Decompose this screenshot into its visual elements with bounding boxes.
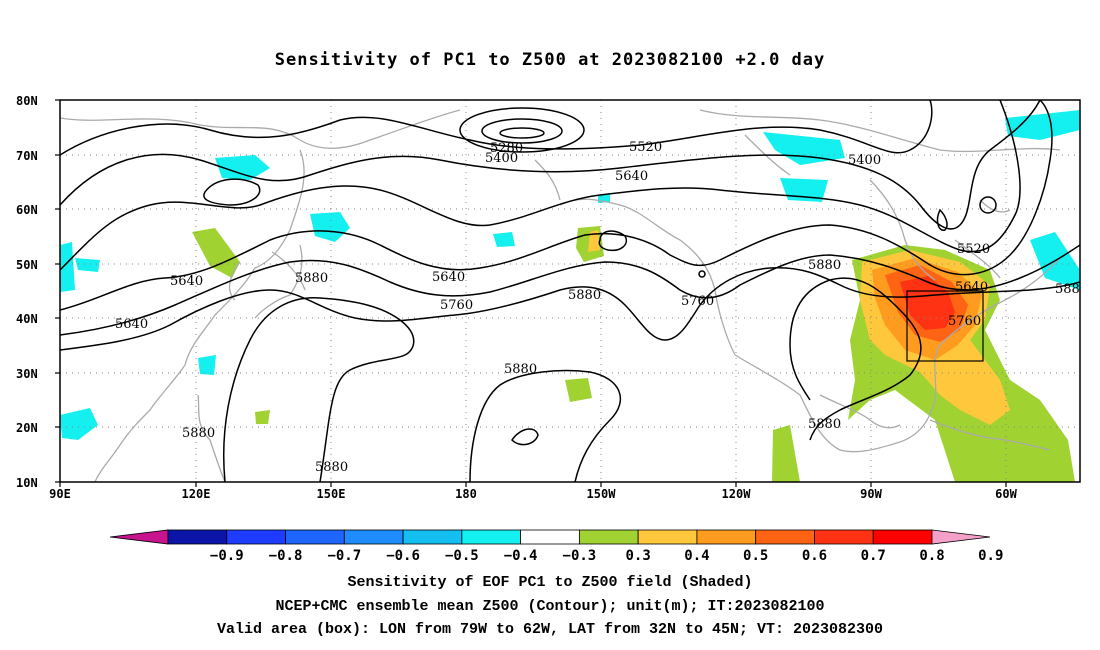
contour-label: 5520 (957, 242, 990, 257)
axis-ticks (55, 99, 1007, 487)
contour-label: 5760 (948, 314, 981, 329)
lon-label: 60W (995, 487, 1017, 501)
colorbar-tick-label: −0.9 (210, 548, 244, 564)
lon-label: 180 (455, 487, 477, 501)
negative-patch (763, 132, 845, 165)
z500-contours (60, 100, 1080, 482)
lon-label: 120W (722, 487, 752, 501)
contour-label: 5760 (440, 298, 473, 313)
lat-label: 30N (16, 367, 38, 381)
negative-patch (198, 355, 216, 375)
contour-label: 5640 (115, 317, 148, 332)
colorbar-swatch (814, 529, 874, 545)
colorbar-tick-label: 0.5 (743, 548, 768, 564)
positive-patch (900, 276, 955, 330)
positive-patch (588, 230, 600, 252)
contour-label: 5880 (182, 426, 215, 441)
positive-patch (772, 425, 800, 482)
colorbar-tick-label: 0.9 (978, 548, 1003, 564)
caption-line-3: Valid area (box): LON from 79W to 62W, L… (216, 621, 884, 638)
map-title: Sensitivity of PC1 to Z500 at 2023082100… (274, 50, 826, 70)
longitude-labels: 90E 120E 150E 180 150W 120W 90W 60W (49, 487, 1017, 501)
positive-patch (565, 378, 592, 402)
positive-patch (255, 410, 270, 424)
contour-label: 588 (1055, 282, 1080, 297)
colorbar-swatch (696, 529, 757, 545)
map-frame (59, 99, 1081, 483)
negative-patch (75, 258, 100, 272)
colorbar-tip-high (931, 529, 991, 545)
caption-line-1: Sensitivity of EOF PC1 to Z500 field (Sh… (347, 574, 753, 591)
colorbar-tick-label: 0.6 (802, 548, 827, 564)
colorbar: −0.9 −0.8 −0.7 −0.6 −0.5 −0.4 −0.3 0.3 0.4 0.5 0.6… (109, 529, 1003, 564)
negative-patch (310, 212, 350, 242)
colorbar-swatch (755, 529, 815, 545)
colorbar-swatch (461, 529, 522, 545)
contour-label: 5640 (955, 280, 988, 295)
positive-patch (192, 228, 240, 278)
lon-label: 150E (317, 487, 346, 501)
contour-label: 5520 (629, 140, 662, 155)
colorbar-swatch (167, 529, 228, 545)
colorbar-tip-low (109, 529, 169, 545)
lat-label: 40N (16, 312, 38, 326)
coastlines (60, 109, 1061, 482)
colorbar-tick-label: 0.4 (684, 548, 709, 564)
contour-label: 5400 (848, 153, 881, 168)
contour-label: 5280 (490, 141, 523, 156)
contour-label: 5880 (504, 362, 537, 377)
contour-label: 5880 (295, 271, 328, 286)
contour-label: 5880 (568, 288, 601, 303)
lat-label: 50N (16, 258, 38, 272)
colorbar-swatch (343, 529, 404, 545)
colorbar-swatch (637, 529, 698, 545)
colorbar-swatch (872, 529, 933, 545)
contour-label: 5880 (315, 460, 348, 475)
colorbar-tick-label: −0.5 (445, 548, 479, 564)
colorbar-swatch (520, 529, 580, 545)
colorbar-swatch (226, 529, 286, 545)
valid-area-box (906, 290, 984, 362)
colorbar-tick-label: −0.8 (269, 548, 303, 564)
colorbar-tick-label: 0.8 (919, 548, 944, 564)
colorbar-swatch (285, 529, 345, 545)
colorbar-swatch (578, 529, 639, 545)
colorbar-tick-label: 0.3 (626, 548, 651, 564)
lon-label: 120E (182, 487, 211, 501)
negative-patch (1005, 110, 1080, 140)
negative-patch (60, 408, 98, 440)
lat-label: 80N (16, 94, 38, 108)
colorbar-tick-label: 0.7 (861, 548, 886, 564)
contour-label: 5880 (808, 417, 841, 432)
contour-labels: 5280 5400 5520 5640 5400 5520 5640 5640 … (115, 140, 1080, 475)
colorbar-tick-label: −0.6 (386, 548, 420, 564)
lat-label: 60N (16, 203, 38, 217)
negative-patch (493, 232, 515, 247)
colorbar-tick-label: −0.7 (327, 548, 361, 564)
caption-line-2: NCEP+CMC ensemble mean Z500 (Contour); u… (275, 598, 825, 615)
negative-patch (215, 155, 270, 180)
colorbar-tick-label: −0.4 (504, 548, 538, 564)
contour-label: 5880 (808, 258, 841, 273)
negative-patch (60, 242, 75, 292)
contour-label: 5640 (432, 270, 465, 285)
contour-label: 5640 (170, 274, 203, 289)
graticule (60, 100, 1080, 482)
sensitivity-shading (60, 110, 1080, 482)
colorbar-swatch (402, 529, 463, 545)
lat-label: 20N (16, 421, 38, 435)
contour-label: 5640 (615, 169, 648, 184)
lon-label: 150W (587, 487, 617, 501)
lat-label: 10N (16, 476, 38, 490)
contour-label: 5760 (681, 294, 714, 309)
lon-label: 90E (49, 487, 71, 501)
lat-label: 70N (16, 149, 38, 163)
lon-label: 90W (860, 487, 882, 501)
contour-label: 5400 (485, 151, 518, 166)
colorbar-tick-label: −0.3 (563, 548, 597, 564)
latitude-labels: 80N 70N 60N 50N 40N 30N 20N 10N (16, 94, 38, 490)
